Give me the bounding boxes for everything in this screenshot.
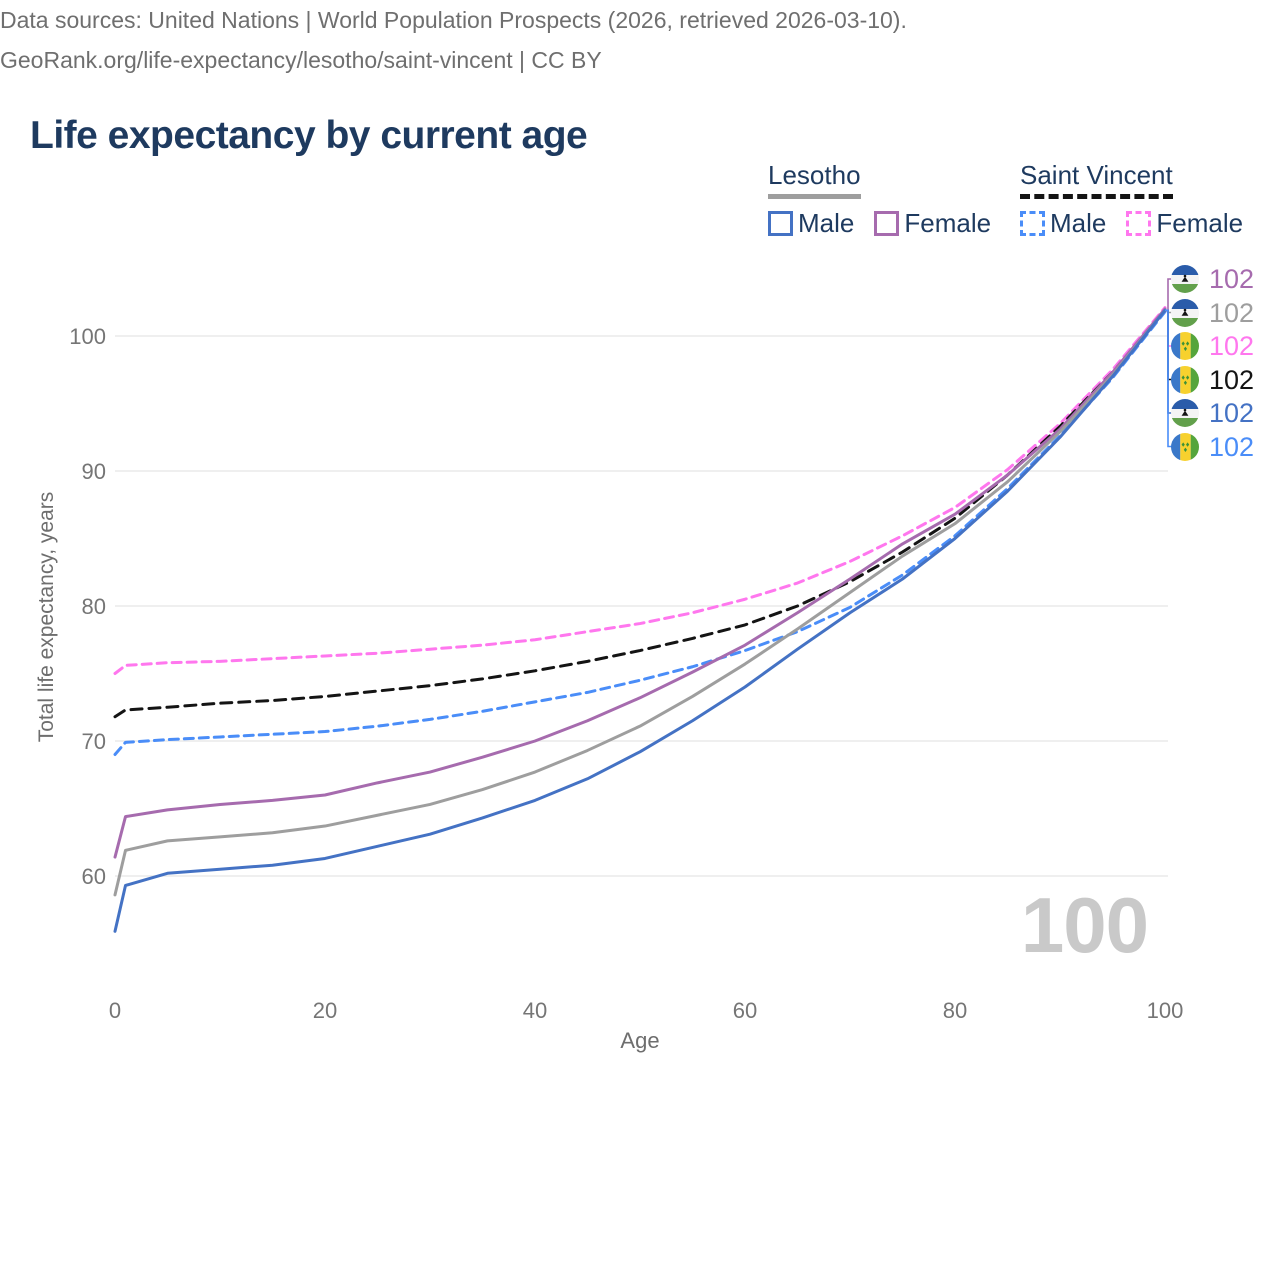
legend-item-sv-male[interactable]: Male bbox=[1020, 208, 1106, 239]
x-tick-label: 20 bbox=[313, 998, 337, 1023]
end-label-row-sv-male: 102 bbox=[1171, 431, 1255, 462]
end-label-row-lesotho-female: 102 bbox=[1171, 265, 1254, 293]
y-axis-title: Total life expectancy, years bbox=[35, 491, 58, 743]
x-axis-title: Age bbox=[620, 1028, 660, 1053]
end-label-row-sv-total: 102 bbox=[1171, 364, 1255, 395]
end-label-value: 102 bbox=[1209, 431, 1255, 462]
series-line-sv-male bbox=[113, 310, 1167, 756]
y-tick-label: 90 bbox=[82, 459, 106, 484]
legend-item-lesotho-female[interactable]: Female bbox=[874, 208, 991, 239]
legend-group-lesotho: Lesotho Male Female bbox=[768, 160, 1011, 239]
x-tick-label: 60 bbox=[733, 998, 757, 1023]
y-tick-label: 60 bbox=[82, 864, 106, 889]
legend-title-lesotho: Lesotho bbox=[768, 160, 861, 199]
saint-vincent-flag-icon bbox=[1171, 365, 1199, 394]
end-label-value: 102 bbox=[1209, 398, 1255, 428]
lesotho-male-swatch-icon bbox=[768, 211, 793, 236]
end-label-row-lesotho-total: 102 bbox=[1171, 297, 1255, 328]
end-label-value: 102 bbox=[1209, 331, 1255, 361]
saint-vincent-flag-icon bbox=[1171, 432, 1199, 461]
series-line-lesotho-female bbox=[113, 307, 1167, 859]
series-line-lesotho-male bbox=[113, 308, 1167, 933]
legend-item-sv-female[interactable]: Female bbox=[1126, 208, 1243, 239]
x-tick-label: 40 bbox=[523, 998, 547, 1023]
data-sources-line: Data sources: United Nations | World Pop… bbox=[0, 7, 907, 33]
x-tick-label: 80 bbox=[943, 998, 967, 1023]
legend-label: Female bbox=[1156, 208, 1244, 238]
end-label-value: 102 bbox=[1209, 264, 1255, 294]
age-watermark: 100 bbox=[1020, 881, 1149, 969]
end-label-row-sv-female: 102 bbox=[1171, 332, 1254, 360]
lesotho-flag-icon bbox=[1171, 298, 1199, 327]
y-tick-label: 70 bbox=[82, 729, 106, 754]
legend-label: Male bbox=[798, 208, 855, 238]
leader-line-sv-male bbox=[1165, 309, 1172, 448]
x-tick-label: 0 bbox=[109, 998, 121, 1023]
series-line-sv-total bbox=[113, 308, 1167, 719]
legend-item-lesotho-male[interactable]: Male bbox=[768, 208, 854, 239]
x-tick-label: 100 bbox=[1147, 998, 1184, 1023]
sv-female-swatch-icon bbox=[1126, 211, 1152, 236]
saint-vincent-flag-icon bbox=[1171, 332, 1199, 360]
attribution-line: GeoRank.org/life-expectancy/lesotho/sain… bbox=[0, 47, 602, 73]
legend-label: Female bbox=[904, 208, 992, 238]
footer: Data sources: United Nations | World Pop… bbox=[0, 0, 1280, 80]
lesotho-female-swatch-icon bbox=[874, 211, 900, 236]
sv-male-swatch-icon bbox=[1020, 211, 1045, 236]
y-tick-label: 80 bbox=[82, 594, 106, 619]
end-label-value: 102 bbox=[1209, 364, 1255, 395]
legend-label: Male bbox=[1050, 208, 1107, 238]
lesotho-flag-icon bbox=[1171, 399, 1199, 427]
lesotho-flag-icon bbox=[1171, 265, 1199, 293]
y-tick-label: 100 bbox=[69, 324, 106, 349]
end-label-row-lesotho-male: 102 bbox=[1171, 399, 1254, 427]
legend-title-saint-vincent: Saint Vincent bbox=[1020, 160, 1173, 199]
end-label-value: 102 bbox=[1209, 297, 1255, 328]
series-line-sv-female bbox=[113, 306, 1167, 675]
legend-group-saint-vincent: Saint Vincent Male Female bbox=[1020, 160, 1263, 239]
series-line-lesotho-total bbox=[113, 308, 1167, 897]
page-title: Life expectancy by current age bbox=[30, 114, 588, 158]
